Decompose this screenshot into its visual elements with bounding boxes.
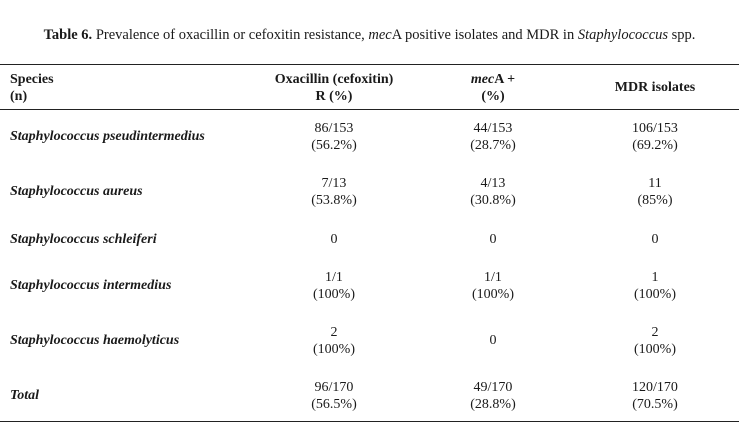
table-caption: Table 6. Prevalence of oxacillin or cefo…	[0, 26, 739, 44]
caption-genus: Staphylococcus	[577, 27, 669, 43]
header-meca-rest: A +	[494, 72, 516, 87]
row-oxacillin: 7/13 (53.8%)	[311, 176, 357, 208]
row-species: Staphylococcus intermedius	[10, 278, 172, 293]
row-mdr: 11 (85%)	[637, 176, 673, 208]
row-oxacillin: 0	[330, 232, 338, 247]
caption-text-2: A positive isolates and MDR in	[391, 27, 578, 43]
row-meca: 1/1 (100%)	[472, 270, 514, 302]
row-meca: 44/153 (28.7%)	[470, 121, 516, 153]
header-oxacillin-line2: R (%)	[315, 89, 353, 104]
header-species-line1: Species	[10, 72, 54, 87]
caption-text-3: spp.	[668, 27, 696, 43]
table-label: Table 6.	[43, 27, 93, 43]
header-oxacillin: Oxacillin (cefoxitin) R (%)	[259, 71, 409, 105]
row-oxacillin: 1/1 (100%)	[313, 270, 355, 302]
header-species-line2: (n)	[10, 89, 28, 104]
header-meca-line1: mecA +	[418, 71, 568, 88]
header-mdr: MDR isolates	[614, 80, 696, 95]
row-mdr: 106/153 (69.2%)	[632, 121, 678, 153]
row-oxacillin: 86/153 (56.2%)	[311, 121, 357, 153]
row-species: Staphylococcus schleiferi	[10, 232, 157, 247]
header-meca: mecA + (%)	[418, 71, 568, 105]
header-species: Species (n)	[10, 71, 54, 105]
row-mdr: 120/170 (70.5%)	[632, 380, 678, 412]
table-top-rule	[0, 64, 739, 65]
header-meca-italic: mec	[470, 72, 495, 87]
table-bottom-rule	[0, 421, 739, 422]
row-mdr: 0	[651, 232, 659, 247]
caption-text-1: Prevalence of oxacillin or cefoxitin res…	[92, 27, 369, 43]
row-mdr: 2 (100%)	[634, 325, 676, 357]
caption-mec: mec	[368, 27, 392, 43]
row-species: Staphylococcus aureus	[10, 184, 143, 199]
row-meca: 0	[489, 333, 497, 348]
row-meca: 49/170 (28.8%)	[470, 380, 516, 412]
header-meca-line2: (%)	[481, 89, 505, 104]
row-meca: 4/13 (30.8%)	[470, 176, 516, 208]
row-species: Staphylococcus pseudintermedius	[10, 129, 205, 144]
row-meca: 0	[489, 232, 497, 247]
row-mdr: 1 (100%)	[634, 270, 676, 302]
header-oxacillin-line1: Oxacillin (cefoxitin)	[274, 72, 394, 87]
row-oxacillin: 96/170 (56.5%)	[311, 380, 357, 412]
table-header-rule	[0, 109, 739, 110]
row-total-label: Total	[10, 388, 40, 403]
row-species: Staphylococcus haemolyticus	[10, 333, 180, 348]
row-oxacillin: 2 (100%)	[313, 325, 355, 357]
